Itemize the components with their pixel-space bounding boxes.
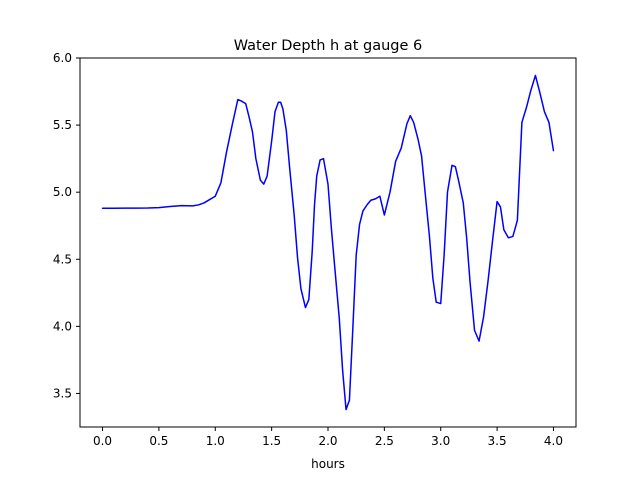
x-tick-label: 2.5 [375,434,394,448]
x-tick-label: 3.5 [488,434,507,448]
x-tick-label: 3.0 [431,434,450,448]
x-tick-label: 0.5 [149,434,168,448]
y-tick-label: 6.0 [53,51,72,65]
x-tick-label: 1.0 [206,434,225,448]
plot-area [79,57,577,428]
y-tick-label: 4.5 [53,252,72,266]
series-line-0 [101,74,555,411]
x-axis-label: hours [311,457,345,471]
axes-frame [79,57,577,428]
y-tick-label: 4.0 [53,319,72,333]
y-tick-label: 5.0 [53,185,72,199]
y-axis: 3.5 4.0 4.5 5.0 5.5 6.0 [53,51,80,400]
x-tick-label: 4.0 [544,434,563,448]
x-tick-label: 0.0 [93,434,112,448]
chart-title: Water Depth h at gauge 6 [234,38,422,54]
x-tick-label: 1.5 [262,434,281,448]
y-tick-label: 3.5 [53,386,72,400]
x-tick-label: 2.0 [318,434,337,448]
y-tick-label: 5.5 [53,118,72,132]
x-axis: 0.0 0.5 1.0 1.5 2.0 2.5 3.0 3.5 4.0 [93,427,563,448]
